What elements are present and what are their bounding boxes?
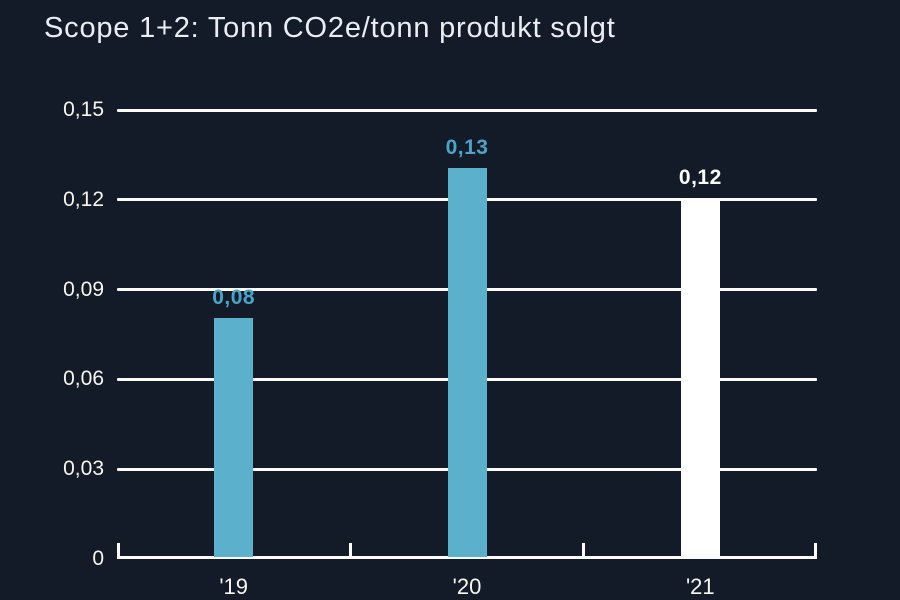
y-axis-tick-label: 0,03 (63, 457, 104, 481)
bar (680, 197, 720, 557)
x-axis-tick (117, 543, 120, 557)
chart-title: Scope 1+2: Tonn CO2e/tonn produkt solgt (44, 12, 616, 44)
x-axis-tick-label: '21 (685, 574, 715, 599)
gridline (117, 108, 817, 112)
x-axis-tick (814, 543, 817, 557)
x-axis-line (117, 556, 817, 559)
bar-value-label: 0,08 (212, 285, 256, 309)
bar (214, 317, 254, 557)
y-axis-tick-label: 0,12 (63, 187, 104, 211)
bar-value-label: 0,12 (678, 165, 722, 189)
x-axis-tick-label: '20 (452, 574, 482, 599)
bar-value-label: 0,13 (445, 135, 489, 159)
x-axis-tick-label: '19 (219, 574, 248, 599)
y-axis-tick-label: 0 (92, 547, 104, 570)
y-axis-tick-label: 0,15 (63, 98, 104, 121)
y-axis-tick-label: 0,06 (63, 367, 104, 391)
bar (447, 167, 487, 557)
plot-area: 0,08 '19 0,13 '20 0,12 '21 (117, 108, 817, 599)
y-axis-tick-label: 0,09 (63, 277, 104, 301)
y-axis: 0 0,03 0,06 0,09 0,12 0,15 (0, 98, 104, 570)
x-axis-tick (348, 543, 352, 557)
x-axis-tick (582, 543, 586, 557)
